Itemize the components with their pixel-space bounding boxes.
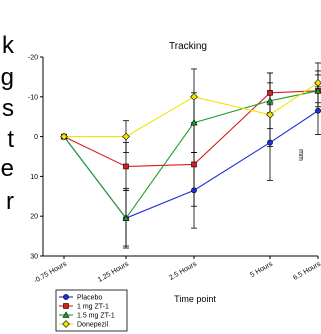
- left-text-fragment: t: [7, 126, 14, 153]
- data-point: [123, 163, 129, 170]
- data-point: [267, 139, 273, 146]
- legend-label: 1 mg ZT-1: [77, 304, 109, 311]
- error-bars-1: [123, 72, 321, 207]
- data-point: [122, 132, 130, 141]
- data-point: [190, 92, 198, 101]
- data-point: [60, 132, 68, 141]
- error-bars-2: [123, 70, 321, 247]
- y-tick-label: 20: [30, 214, 38, 221]
- data-point: [314, 79, 321, 87]
- y-tick-label: 0: [34, 134, 38, 141]
- legend-marker: [63, 303, 69, 309]
- legend: Placebo 1 mg ZT-1 1.5 mg ZT-1 Donepezil: [55, 289, 128, 332]
- left-text-fragment: e: [0, 155, 14, 182]
- left-text-fragment: s: [2, 95, 14, 122]
- legend-marker: [63, 294, 69, 300]
- x-tick-label: 1.25 Hours: [97, 260, 131, 283]
- data-point: [267, 90, 273, 96]
- series-layer: [60, 62, 321, 249]
- series-line: [64, 82, 319, 138]
- data-point: [266, 97, 274, 104]
- chart-title: Tracking: [169, 41, 207, 52]
- x-tick-label: -0.75 Hours: [33, 260, 69, 285]
- legend-label: Placebo: [77, 295, 102, 302]
- error-bars-0: [123, 86, 321, 249]
- chart-axes: [42, 57, 318, 257]
- left-text-fragment: r: [6, 188, 14, 215]
- legend-label: 1.5 mg ZT-1: [77, 313, 115, 320]
- y-tick-label: -20: [28, 55, 38, 62]
- data-point: [266, 110, 274, 119]
- data-point: [191, 161, 197, 168]
- x-axis-label: Time point: [174, 294, 216, 304]
- legend-marker: [62, 311, 70, 318]
- y-tick-label: 10: [30, 174, 38, 181]
- series-line: [63, 90, 319, 168]
- legend-label: Donepezil: [77, 322, 109, 329]
- y-tick-label: 30: [30, 254, 38, 261]
- y-axis-label: mm: [297, 149, 304, 161]
- series-3: [60, 79, 321, 141]
- x-tick-label: 5 Hours: [249, 260, 274, 279]
- data-point: [191, 187, 197, 194]
- y-tick-label: -10: [28, 94, 38, 101]
- data-point: [314, 87, 321, 94]
- legend-marker: [62, 320, 70, 328]
- error-bars-3: [123, 62, 321, 153]
- data-point: [315, 107, 321, 114]
- series-1: [61, 88, 321, 170]
- data-point: [122, 214, 130, 221]
- x-tick-label: 6.5 Hours: [292, 260, 321, 281]
- y-axis-ticks: -20 -10 0 10 20 30: [28, 55, 43, 261]
- x-tick-label: 2.5 Hours: [168, 260, 198, 281]
- data-point: [190, 119, 198, 126]
- left-text-fragment: g: [0, 64, 14, 91]
- left-text-fragment: k: [2, 32, 14, 59]
- x-axis-ticks: -0.75 Hours 1.25 Hours 2.5 Hours 5 Hours 6.5…: [33, 256, 321, 285]
